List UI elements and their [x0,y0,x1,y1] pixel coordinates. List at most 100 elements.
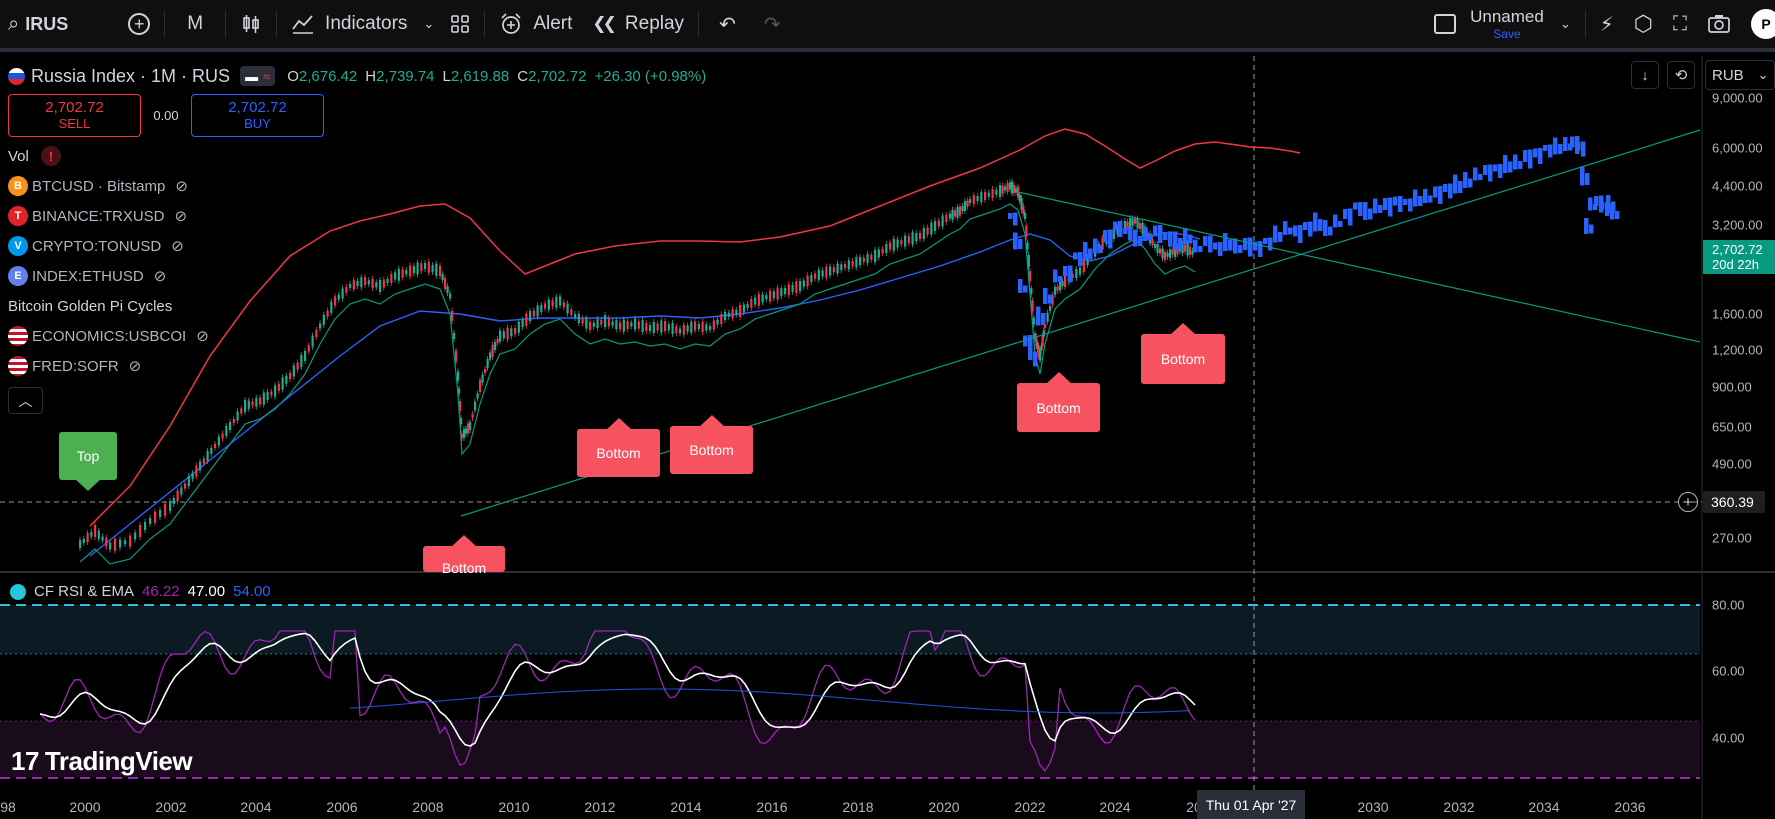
open-value: 2,676.42 [298,67,358,85]
compare-symbol-button[interactable]: + [118,0,160,48]
replay-button[interactable]: ❮❮ Replay [582,0,694,48]
layout-name[interactable]: Unnamed Save [1470,8,1544,40]
add-alert-plus-icon[interactable]: + [1678,492,1698,512]
close-value: 2,702.72 [528,67,587,85]
projected-bar [1438,186,1443,204]
indicator-label: INDEX:ETHUSD [32,267,144,285]
projected-bar [1208,235,1213,253]
settings-button[interactable]: ⬡ [1624,0,1663,48]
currency-select[interactable]: RUB ⌄ [1705,60,1775,90]
redo-button[interactable]: ↷ [752,0,793,48]
time-axis-label: 98 [0,799,16,815]
indicator-row-sofr[interactable]: FRED:SOFR ⊘ [8,351,714,381]
projected-bar [1123,228,1128,234]
fullscreen-icon: ⛶ [1673,12,1687,35]
quick-search-button[interactable]: ⚡ [1590,0,1624,48]
marker-label: Bottom [1160,351,1206,367]
projected-bar [1538,148,1543,164]
fullscreen-button[interactable]: ⛶ [1663,0,1697,48]
chart-type-button[interactable] [230,0,272,48]
indicator-row-btcusd[interactable]: B BTCUSD · Bitstamp ⊘ [8,171,714,201]
collapse-legend-button[interactable]: ︿ [8,387,43,414]
projected-bar [1133,229,1138,247]
projected-bar [1028,335,1033,353]
projected-bar [1428,195,1433,203]
tradingview-logo[interactable]: 17 TradingView [11,746,193,777]
projected-bar [1323,220,1328,236]
projected-bar [1048,294,1053,304]
projected-bar [1576,142,1581,150]
current-price-label: 2,702.72 20d 22h [1703,240,1775,274]
symbol-legend-row[interactable]: Russia Index · 1M · RUS ▬ ≈ O 2,676.42 H 2,… [8,62,714,90]
price-axis-label: 9,000.00 [1712,90,1763,106]
sell-button[interactable]: 2,702.72 SELL [8,94,141,137]
chart-canvas[interactable] [0,56,1775,819]
projected-bar [1493,164,1498,172]
alert-button[interactable]: Alert [489,0,582,48]
undo-icon: ↶ [719,13,736,36]
chart-area[interactable]: ↓ ⟲ RUB ⌄ 9,000.00 6,000.00 4,400.00 3,2… [0,56,1775,819]
volume-indicator-row[interactable]: Vol ! [8,141,714,171]
templates-button[interactable] [440,0,480,48]
projected-bar [1103,230,1108,242]
projected-bar [1473,167,1478,181]
projected-bar [1078,252,1083,266]
snapshot-button[interactable] [1697,0,1741,48]
buy-button[interactable]: 2,702.72 BUY [191,94,324,137]
projected-bar [1168,231,1173,247]
toolbar-right: Unnamed Save ⌄ ⚡ ⬡ ⛶ P [1426,0,1775,48]
price-axis-label: 900.00 [1712,379,1752,395]
eye-hidden-icon[interactable]: ⊘ [174,208,188,225]
projected-bar [1313,212,1318,232]
indicator-row-pi-cycles[interactable]: Bitcoin Golden Pi Cycles [8,291,714,321]
indicator-row-usbcoi[interactable]: ECONOMICS:USBCOI ⊘ [8,321,714,351]
rsi-legend[interactable]: CF RSI & EMA 46.22 47.00 54.00 [10,583,271,600]
scale-controls: ↓ ⟲ RUB ⌄ [1623,60,1775,90]
projected-bar [1503,155,1508,173]
eye-hidden-icon[interactable]: ⊘ [153,268,167,285]
replay-label: Replay [624,13,685,34]
plus-circle-icon: + [128,13,151,35]
layout-select-button[interactable] [1426,0,1464,48]
interval-button[interactable]: M [169,0,221,48]
projected-bar [1398,196,1403,212]
layout-menu-button[interactable]: ⌄ [1550,0,1581,48]
symbol-search[interactable]: ⌕ IRUS [0,0,78,48]
projected-bar [1593,204,1598,210]
eye-hidden-icon[interactable]: ⊘ [171,238,184,255]
eye-hidden-icon[interactable]: ⊘ [175,178,188,195]
eye-hidden-icon[interactable]: ⊘ [128,358,142,375]
profile-button[interactable]: P [1741,0,1775,48]
projected-bar [1138,236,1143,246]
indicator-logo-icon [10,583,26,600]
eye-hidden-icon[interactable]: ⊘ [196,328,209,345]
projected-bar [1028,352,1033,360]
projected-bar [1018,279,1023,293]
auto-scale-button[interactable]: ⟲ [1667,61,1695,89]
marker-label: Bottom [441,560,487,576]
undo-button[interactable]: ↶ [703,0,752,48]
time-axis-label: 2018 [842,799,874,815]
projected-bar [1068,265,1073,283]
indicator-row-tonusd[interactable]: V CRYPTO:TONUSD ⊘ [8,231,714,261]
data-mode-pill[interactable]: ▬ ≈ [240,66,276,86]
projected-bar [1580,166,1585,186]
indicators-button[interactable]: Indicators [281,0,417,48]
indicator-row-ethusd[interactable]: E INDEX:ETHUSD ⊘ [8,261,714,291]
time-axis-label: 2032 [1443,799,1475,815]
currency-label: RUB [1712,66,1744,84]
indicator-label: CRYPTO:TONUSD [32,237,162,255]
indicator-row-trxusd[interactable]: T BINANCE:TRXUSD ⊘ [8,201,714,231]
projected-bar [1606,195,1611,213]
scroll-to-latest-button[interactable]: ↓ [1631,61,1659,89]
indicators-dropdown[interactable]: ⌄ [417,0,440,48]
buy-label: BUY [244,115,271,131]
time-axis-label: 2020 [928,799,960,815]
warning-icon[interactable]: ! [40,146,61,166]
open-key: O [287,67,299,85]
toolbar-divider [698,11,700,37]
projected-bar [1589,224,1594,234]
toolbar-divider [164,11,166,37]
projected-bar [1233,238,1238,254]
change-value: +26.30 (+0.98%) [594,67,707,85]
